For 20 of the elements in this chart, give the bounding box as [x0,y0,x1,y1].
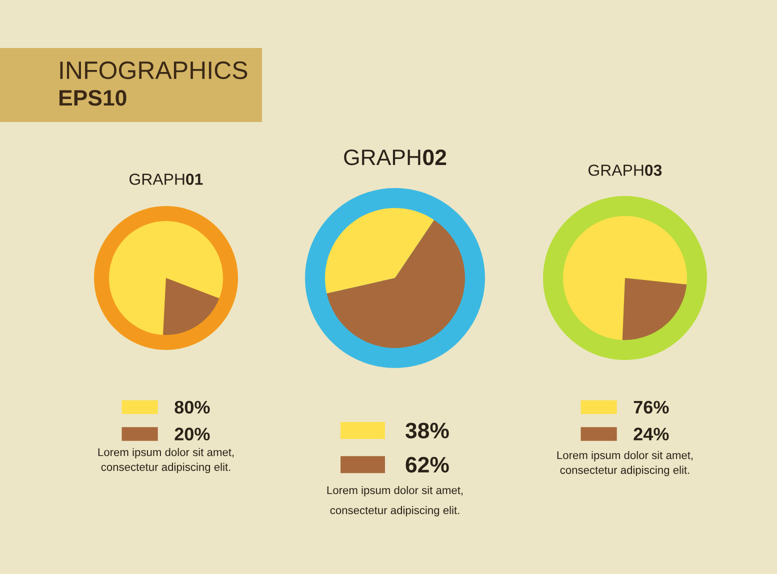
chart-title: GRAPH01 [129,174,203,185]
text: Lorem ipsum dolor sit amet, consectetur adipiscing elit. [327,486,463,516]
pie-slice [622,278,687,340]
chart-title: GRAPH02 [344,149,446,166]
chart-title: GRAPH03 [588,164,662,176]
text: Lorem ipsum dolor sit amet, consectetur adipiscing elit. [98,448,234,474]
pie-slice [326,220,465,348]
pie-slice [563,216,687,340]
pie-slice [109,221,223,335]
legend-label: 76% [634,400,669,414]
legend-label: 62% [406,456,449,473]
text: EPS10 [59,90,126,106]
legend-label: 38% [405,422,449,438]
legend-label: 20% [174,428,210,440]
text: Lorem ipsum dolor sit amet, consectetur adipiscing elit. [557,451,693,476]
text: INFOGRAPHICS [60,61,248,80]
pie-slice [325,208,434,294]
pie-slice [163,278,220,335]
legend-label: 80% [174,400,210,414]
legend-label: 24% [634,428,669,440]
